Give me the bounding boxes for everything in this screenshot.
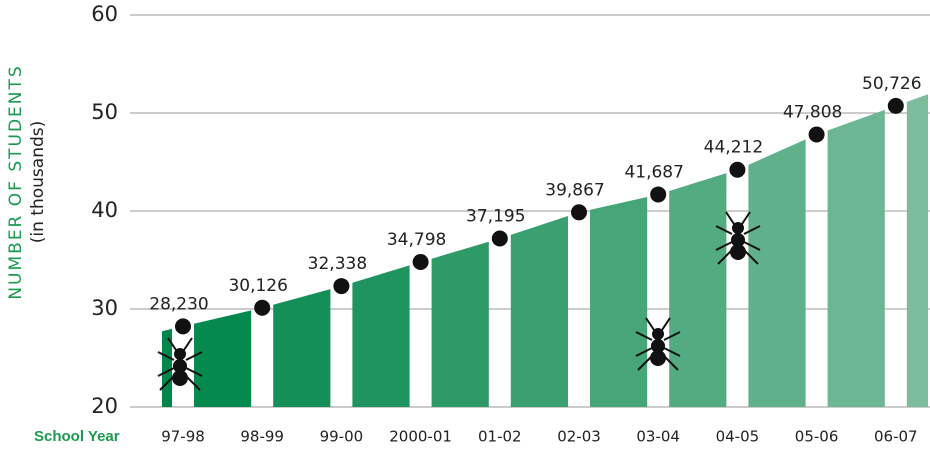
area-segment (590, 197, 647, 407)
y-axis-sublabel: (in thousands) (28, 121, 48, 243)
area-segment (828, 110, 885, 407)
x-tick-label: 01-02 (478, 428, 522, 446)
y-tick-label: 60 (91, 2, 118, 26)
data-point (571, 204, 587, 220)
y-tick-label: 40 (91, 198, 118, 222)
x-tick-label: 99-00 (320, 428, 364, 446)
area-segment (194, 310, 251, 407)
page: {"chart_data": {"type": "area", "y_label… (0, 0, 930, 448)
value-label: 30,126 (228, 276, 287, 296)
area-segment (511, 216, 568, 407)
data-point (413, 254, 429, 270)
data-point (888, 98, 904, 114)
x-tick-label: 98-99 (240, 428, 284, 446)
x-tick-label: 97-98 (161, 428, 205, 446)
x-tick-label: 05-06 (795, 428, 839, 446)
data-point (492, 230, 508, 246)
area-segment (273, 289, 330, 407)
x-axis-label: School Year (34, 428, 120, 445)
data-point (809, 126, 825, 142)
y-tick-label: 20 (91, 394, 118, 418)
area-segment (669, 173, 726, 407)
data-point (254, 300, 270, 316)
value-label: 37,195 (466, 206, 525, 226)
data-point (650, 186, 666, 202)
x-tick-label: 2000-01 (389, 428, 452, 446)
y-axis-label: NUMBER OF STUDENTS (6, 64, 26, 299)
value-label: 34,798 (387, 230, 446, 250)
x-tick-label: 04-05 (716, 428, 760, 446)
data-point (333, 278, 349, 294)
data-point (729, 162, 745, 178)
x-tick-label: 03-04 (636, 428, 680, 446)
x-tick-label: 02-03 (557, 428, 601, 446)
chart: NUMBER OF STUDENTS (in thousands) School… (0, 0, 930, 448)
value-label: 28,230 (149, 294, 208, 314)
value-label: 44,212 (704, 138, 763, 158)
area-segment (352, 265, 409, 407)
y-tick-label: 50 (91, 100, 118, 124)
area-segment (432, 242, 489, 407)
value-label: 32,338 (308, 254, 367, 274)
value-label: 41,687 (624, 162, 683, 182)
area-segment (748, 139, 805, 407)
data-point (175, 318, 191, 334)
area-segment (907, 94, 928, 407)
value-label: 47,808 (783, 102, 842, 122)
value-label: 50,726 (862, 74, 921, 94)
y-tick-label: 30 (91, 296, 118, 320)
value-label: 39,867 (545, 180, 604, 200)
x-tick-label: 06-07 (874, 428, 918, 446)
